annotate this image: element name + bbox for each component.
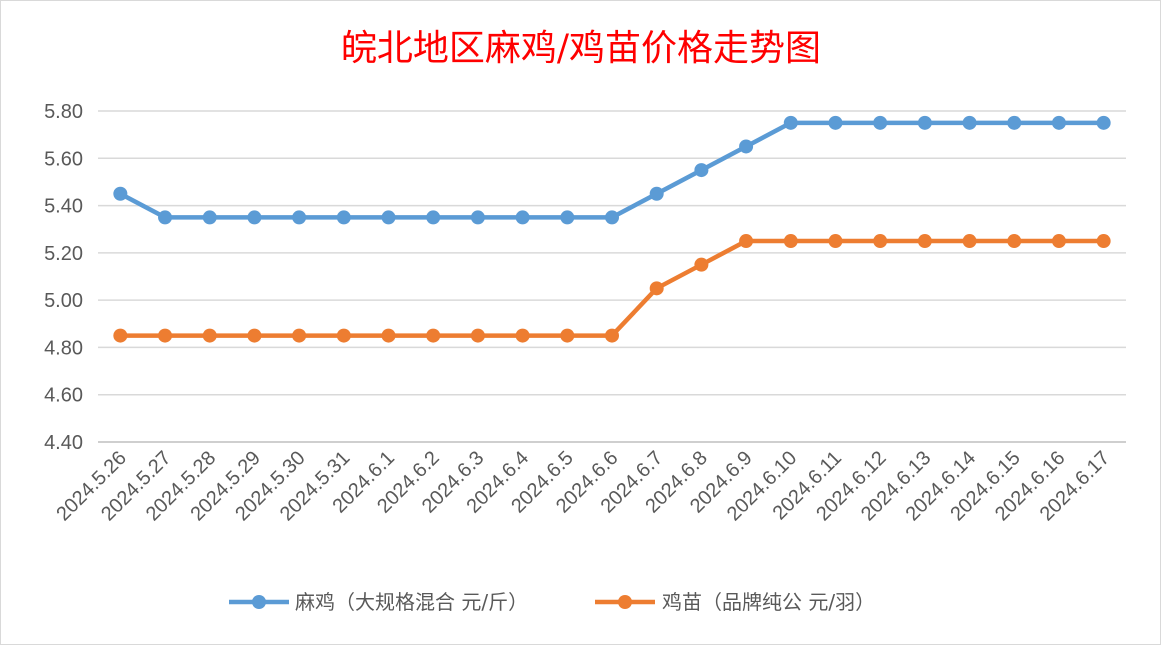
data-point[interactable]: [962, 234, 977, 249]
chart-title: 皖北地区麻鸡/鸡苗价格走势图: [341, 28, 821, 69]
series-line: [118, 238, 1106, 338]
data-point[interactable]: [783, 115, 798, 130]
data-point[interactable]: [515, 328, 530, 343]
data-point[interactable]: [739, 234, 754, 249]
y-axis-ticks: 4.40 4.60 4.80 5.00 5.20 5.40 5.60 5.80: [44, 101, 83, 454]
data-point[interactable]: [113, 328, 128, 343]
y-tick-label: 5.60: [44, 148, 83, 170]
y-tick-label: 5.80: [44, 101, 83, 123]
data-point[interactable]: [113, 186, 128, 201]
data-point[interactable]: [381, 210, 396, 225]
data-point[interactable]: [962, 115, 977, 130]
series-2: [113, 234, 1111, 343]
data-point[interactable]: [515, 210, 530, 225]
data-point[interactable]: [158, 210, 173, 225]
legend: 麻鸡（大规格混合 元/斤） 鸡苗（品牌纯公 元/羽）: [229, 590, 875, 614]
data-point[interactable]: [381, 328, 396, 343]
data-point[interactable]: [1007, 234, 1022, 249]
data-point[interactable]: [828, 115, 843, 130]
series-layer: [113, 115, 1111, 343]
y-tick-label: 4.60: [44, 385, 83, 407]
data-point[interactable]: [917, 115, 932, 130]
data-point[interactable]: [873, 234, 888, 249]
legend-entry-jimiao[interactable]: 鸡苗（品牌纯公 元/羽）: [595, 590, 875, 614]
data-point[interactable]: [560, 328, 575, 343]
data-point[interactable]: [649, 186, 664, 201]
data-point[interactable]: [1051, 115, 1066, 130]
data-point[interactable]: [336, 328, 351, 343]
series-1: [113, 115, 1111, 225]
y-tick-label: 4.80: [44, 337, 83, 359]
data-point[interactable]: [873, 115, 888, 130]
data-point[interactable]: [917, 234, 932, 249]
data-point[interactable]: [605, 328, 619, 343]
data-point[interactable]: [470, 328, 485, 343]
y-tick-label: 5.40: [44, 196, 83, 218]
legend-label-series-1: 麻鸡（大规格混合 元/斤）: [295, 590, 528, 614]
series-line: [118, 120, 1106, 220]
y-tick-label: 4.40: [44, 432, 83, 454]
data-point[interactable]: [426, 328, 441, 343]
data-point[interactable]: [560, 210, 575, 225]
data-point[interactable]: [649, 281, 664, 296]
data-point[interactable]: [1096, 115, 1111, 130]
data-point[interactable]: [292, 328, 307, 343]
grid-layer: [98, 110, 1126, 443]
data-point[interactable]: [158, 328, 173, 343]
legend-label-series-2: 鸡苗（品牌纯公 元/羽）: [662, 590, 875, 614]
legend-marker-series-2: [618, 595, 632, 609]
data-point[interactable]: [247, 210, 262, 225]
data-point[interactable]: [1051, 234, 1066, 249]
data-point[interactable]: [247, 328, 262, 343]
data-point[interactable]: [202, 210, 217, 225]
y-tick-label: 5.00: [44, 290, 83, 312]
data-point[interactable]: [470, 210, 485, 225]
data-point[interactable]: [605, 210, 619, 225]
data-point[interactable]: [1096, 234, 1111, 249]
data-point[interactable]: [426, 210, 441, 225]
x-axis-ticks: 2024.5.262024.5.272024.5.282024.5.292024…: [52, 447, 1114, 525]
data-point[interactable]: [202, 328, 217, 343]
data-point[interactable]: [828, 234, 843, 249]
data-point[interactable]: [292, 210, 307, 225]
data-point[interactable]: [336, 210, 351, 225]
legend-marker-series-1: [252, 595, 266, 609]
data-point[interactable]: [694, 163, 709, 178]
data-point[interactable]: [739, 139, 754, 154]
legend-entry-majī[interactable]: 麻鸡（大规格混合 元/斤）: [229, 590, 528, 614]
data-point[interactable]: [1007, 115, 1022, 130]
data-point[interactable]: [783, 234, 798, 249]
data-point[interactable]: [694, 257, 709, 272]
y-tick-label: 5.20: [44, 243, 83, 265]
